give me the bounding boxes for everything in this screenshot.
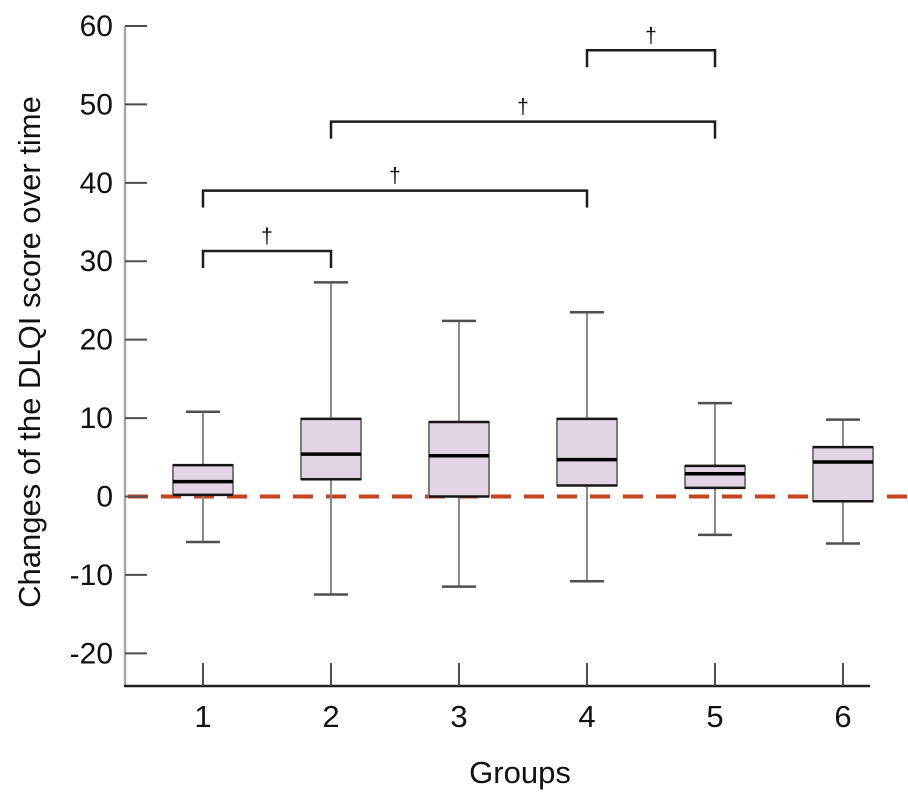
y-tick-label: 60 [80, 10, 113, 43]
significance-bracket [201, 249, 333, 269]
significance-bracket [329, 120, 717, 139]
y-tick-label: 20 [80, 324, 113, 357]
dagger-label: † [389, 165, 401, 188]
y-tick-label: 10 [80, 402, 113, 435]
box-rect-group-6 [812, 446, 874, 503]
significance-bracket [585, 49, 717, 68]
x-tick-label: 2 [322, 699, 339, 734]
x-tick-label: 6 [834, 699, 851, 734]
dagger-label: † [645, 24, 657, 47]
box-rect-group-2 [300, 417, 362, 481]
y-tick-label: 50 [80, 88, 113, 121]
box-rect-group-5 [684, 464, 746, 489]
dagger-label: † [261, 225, 273, 248]
significance-bracket [201, 189, 589, 208]
y-tick-label: 30 [80, 245, 113, 278]
y-tick-label: -10 [70, 559, 113, 592]
dagger-label: † [517, 96, 529, 119]
y-axis-title: Changes of the DLQI score over time [12, 96, 47, 608]
box-rect-group-3 [428, 421, 490, 498]
x-tick-label: 1 [194, 699, 211, 734]
x-tick-label: 5 [706, 699, 723, 734]
y-tick-label: -20 [70, 637, 113, 670]
x-axis-title: Groups [469, 755, 571, 790]
x-tick-label: 4 [578, 699, 595, 734]
x-tick-label: 3 [450, 699, 467, 734]
y-tick-label: 0 [96, 481, 113, 514]
y-tick-label: 40 [80, 167, 113, 200]
box-rect-group-4 [556, 417, 618, 487]
